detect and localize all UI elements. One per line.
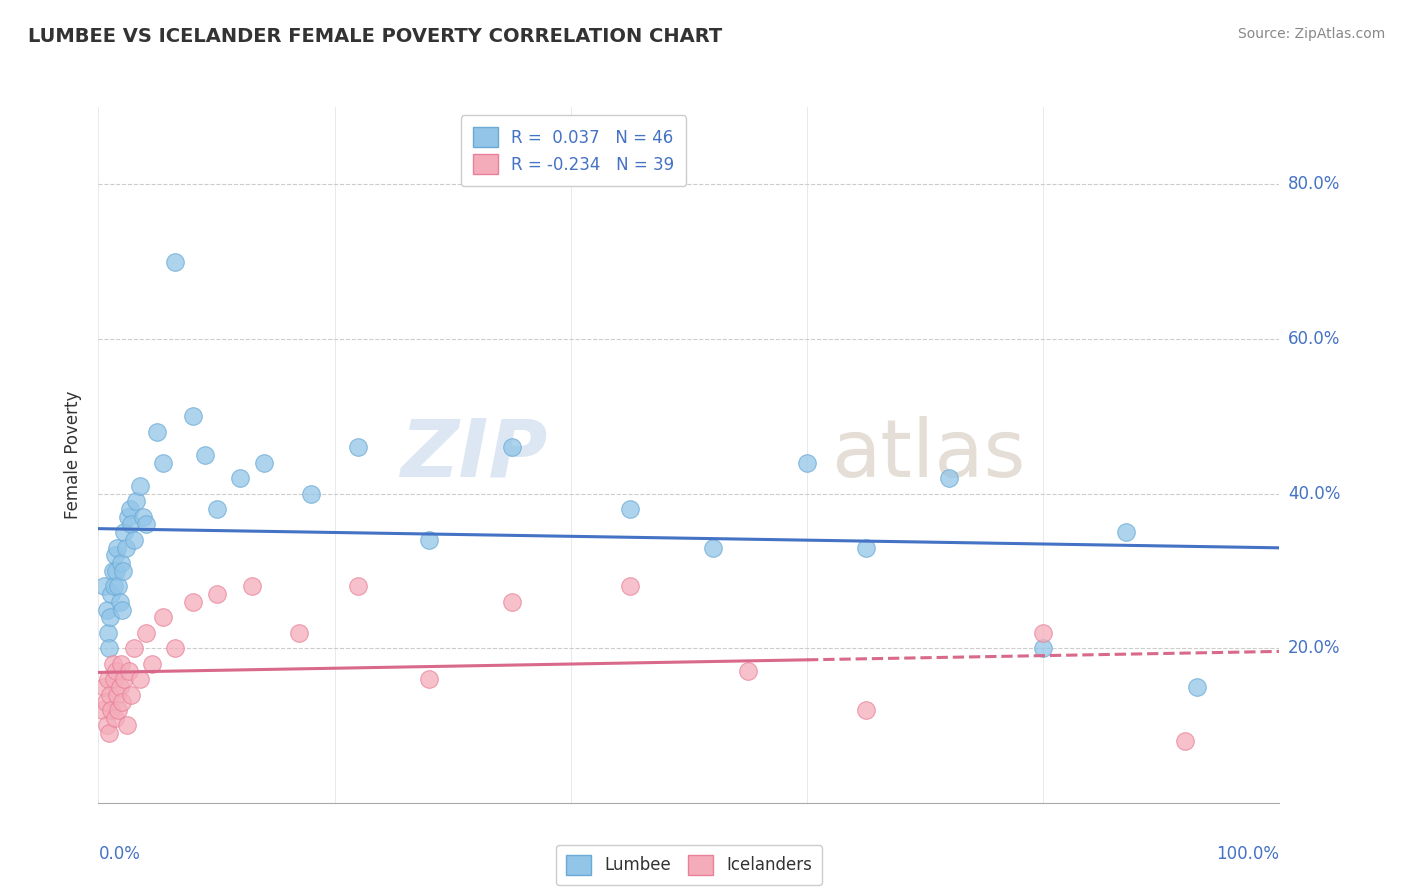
- Point: [105, 688, 128, 702]
- Point: [121, 517, 143, 532]
- Point: [141, 657, 163, 671]
- Point: [855, 541, 877, 555]
- Point: [253, 456, 276, 470]
- Point: [111, 602, 134, 616]
- Point: [105, 541, 128, 555]
- Point: [98, 726, 121, 740]
- Point: [181, 595, 204, 609]
- Text: 100.0%: 100.0%: [1216, 845, 1279, 863]
- Point: [146, 425, 169, 439]
- Point: [108, 595, 131, 609]
- Point: [1174, 734, 1197, 748]
- Point: [97, 672, 120, 686]
- Point: [107, 579, 129, 593]
- Point: [205, 587, 228, 601]
- Point: [1032, 625, 1054, 640]
- Point: [347, 440, 370, 454]
- Point: [299, 486, 322, 500]
- Point: [152, 456, 174, 470]
- Point: [1185, 680, 1208, 694]
- Point: [501, 440, 523, 454]
- Point: [122, 533, 145, 547]
- Point: [128, 479, 150, 493]
- Point: [104, 711, 127, 725]
- Point: [125, 494, 148, 508]
- Point: [418, 533, 440, 547]
- Point: [181, 409, 204, 424]
- Point: [110, 556, 132, 570]
- Point: [110, 657, 132, 671]
- Point: [347, 579, 370, 593]
- Point: [94, 695, 117, 709]
- Text: 20.0%: 20.0%: [1288, 640, 1340, 657]
- Point: [103, 579, 125, 593]
- Point: [108, 680, 131, 694]
- Point: [135, 517, 157, 532]
- Point: [1115, 525, 1137, 540]
- Point: [288, 625, 311, 640]
- Text: atlas: atlas: [831, 416, 1025, 494]
- Text: Source: ZipAtlas.com: Source: ZipAtlas.com: [1237, 27, 1385, 41]
- Point: [91, 703, 114, 717]
- Point: [112, 564, 135, 578]
- Point: [128, 672, 150, 686]
- Point: [619, 579, 641, 593]
- Point: [135, 625, 157, 640]
- Point: [194, 448, 217, 462]
- Legend: Lumbee, Icelanders: Lumbee, Icelanders: [555, 845, 823, 885]
- Point: [418, 672, 440, 686]
- Point: [98, 688, 121, 702]
- Point: [240, 579, 263, 593]
- Point: [112, 672, 135, 686]
- Point: [111, 695, 134, 709]
- Point: [118, 665, 141, 679]
- Point: [97, 625, 120, 640]
- Point: [165, 641, 187, 656]
- Point: [98, 641, 121, 656]
- Point: [100, 703, 122, 717]
- Point: [105, 665, 128, 679]
- Point: [205, 502, 228, 516]
- Point: [122, 641, 145, 656]
- Point: [165, 254, 187, 268]
- Text: 40.0%: 40.0%: [1288, 484, 1340, 502]
- Point: [152, 610, 174, 624]
- Point: [796, 456, 818, 470]
- Point: [117, 509, 139, 524]
- Point: [101, 657, 124, 671]
- Text: LUMBEE VS ICELANDER FEMALE POVERTY CORRELATION CHART: LUMBEE VS ICELANDER FEMALE POVERTY CORRE…: [28, 27, 723, 45]
- Point: [101, 564, 124, 578]
- Point: [96, 602, 118, 616]
- Point: [112, 525, 135, 540]
- Point: [115, 718, 138, 732]
- Point: [100, 587, 122, 601]
- Point: [938, 471, 960, 485]
- Point: [105, 564, 128, 578]
- Point: [1032, 641, 1054, 656]
- Point: [93, 680, 115, 694]
- Point: [121, 688, 143, 702]
- Point: [93, 579, 115, 593]
- Point: [737, 665, 759, 679]
- Point: [114, 541, 136, 555]
- Text: ZIP: ZIP: [399, 416, 547, 494]
- Point: [120, 502, 142, 516]
- Point: [107, 703, 129, 717]
- Point: [229, 471, 252, 485]
- Point: [619, 502, 641, 516]
- Point: [103, 672, 125, 686]
- Point: [855, 703, 877, 717]
- Text: 0.0%: 0.0%: [98, 845, 141, 863]
- Point: [501, 595, 523, 609]
- Y-axis label: Female Poverty: Female Poverty: [65, 391, 83, 519]
- Point: [702, 541, 724, 555]
- Point: [96, 718, 118, 732]
- Text: 80.0%: 80.0%: [1288, 176, 1340, 194]
- Text: 60.0%: 60.0%: [1288, 330, 1340, 348]
- Point: [104, 549, 127, 563]
- Point: [98, 610, 121, 624]
- Point: [132, 509, 155, 524]
